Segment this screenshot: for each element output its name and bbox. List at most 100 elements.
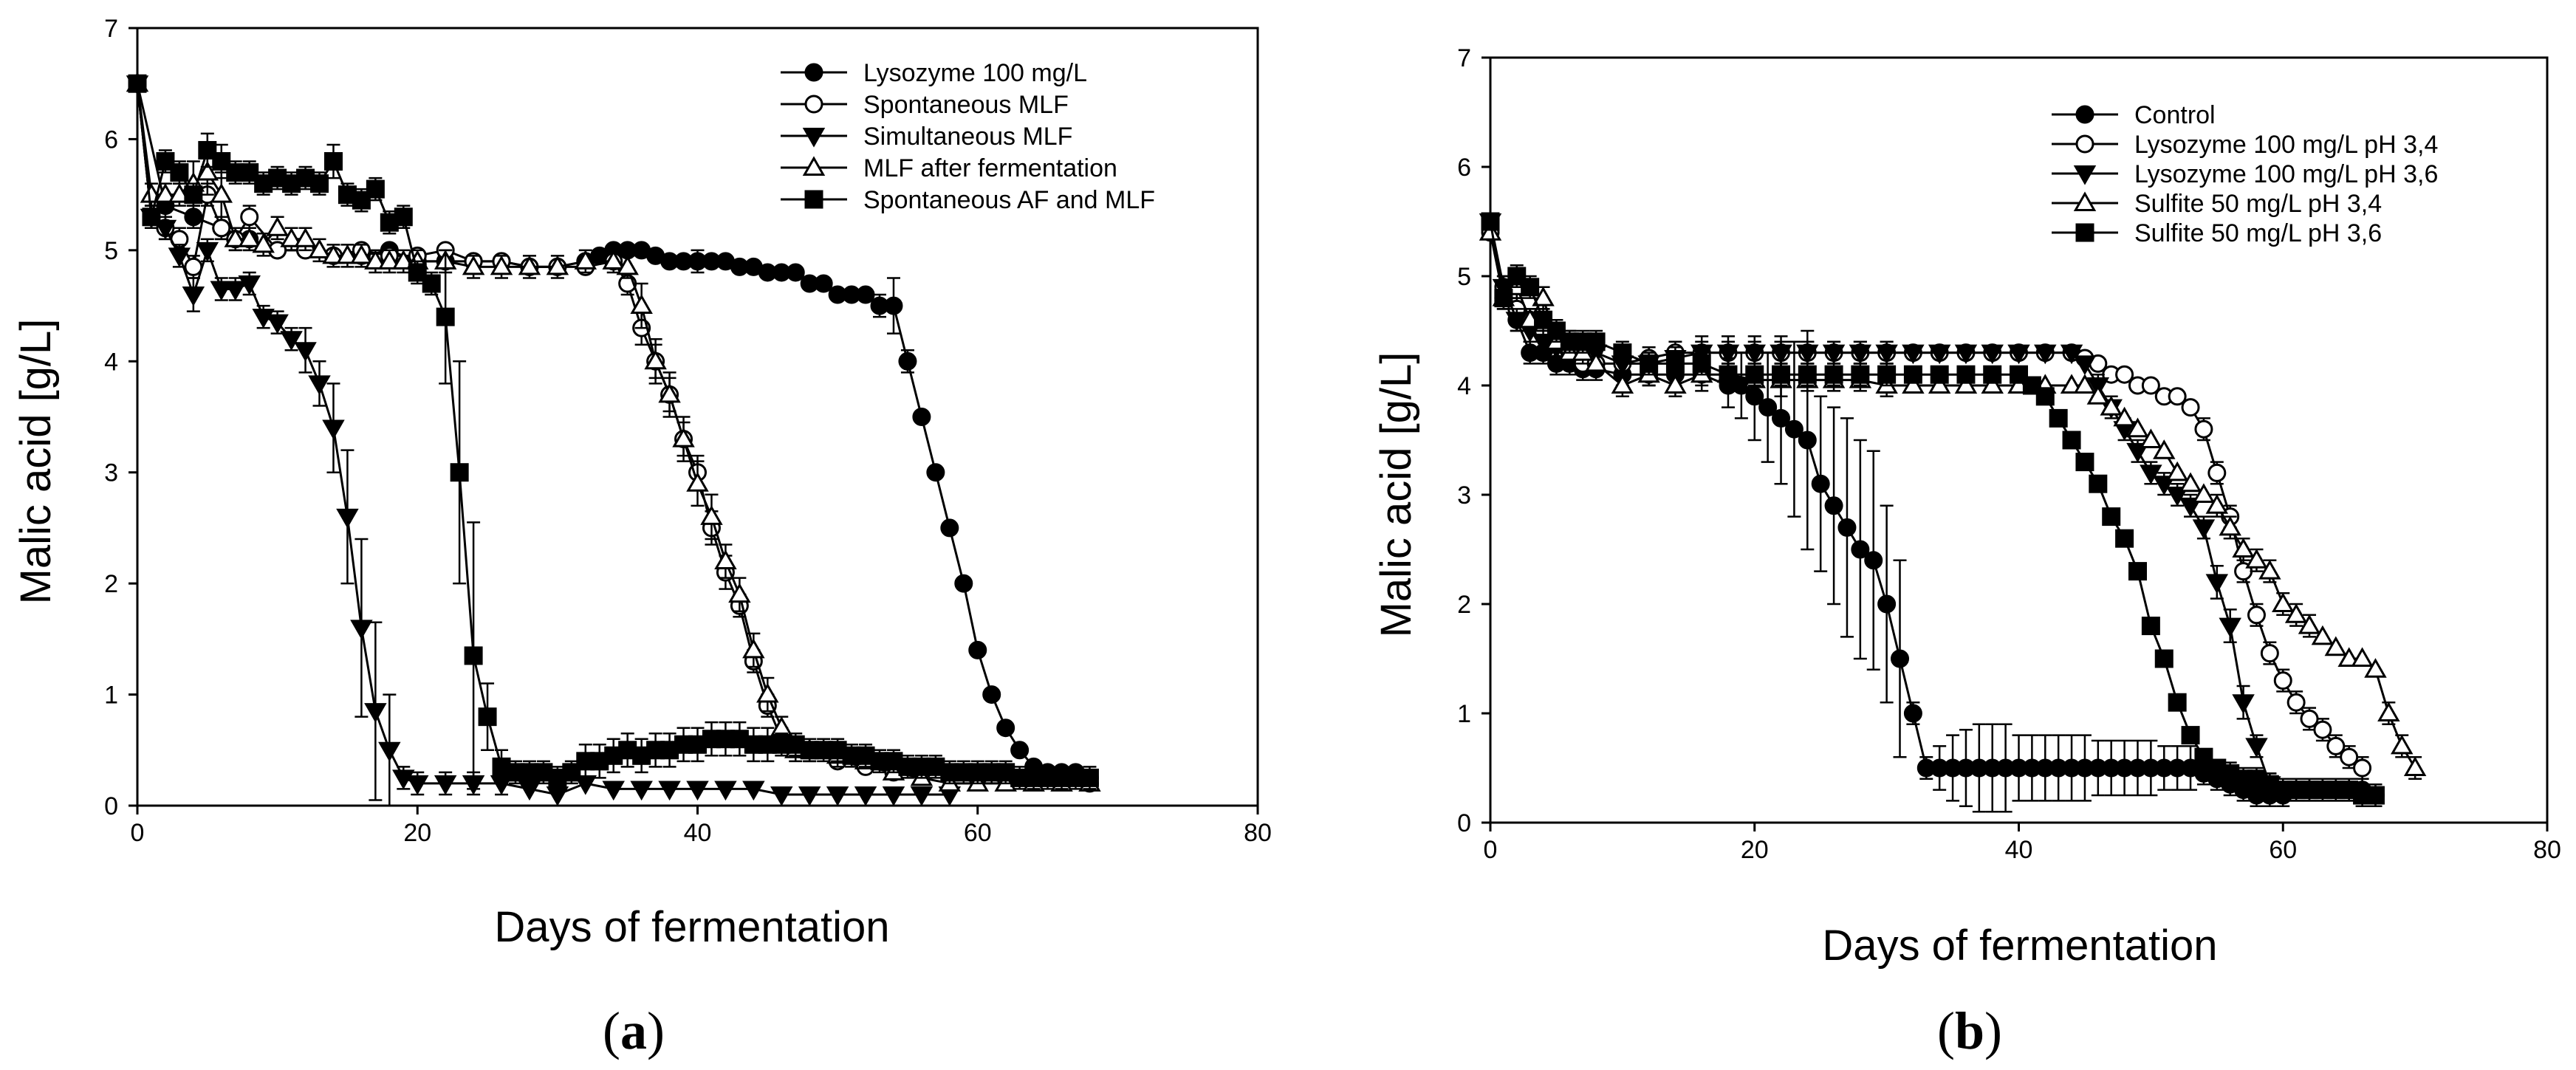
data-point <box>728 583 751 603</box>
x-tick-label: 40 <box>684 819 712 847</box>
data-point <box>910 786 934 806</box>
data-point <box>2232 694 2255 714</box>
data-point <box>450 463 469 482</box>
data-point <box>1824 496 1843 515</box>
data-point <box>2391 734 2414 755</box>
data-point <box>128 74 147 93</box>
legend-marker <box>804 63 823 82</box>
series-simultaneous-mlf <box>126 75 962 807</box>
legend-label: Spontaneous AF and MLF <box>863 186 1155 214</box>
data-point <box>1981 344 2004 365</box>
x-tick-label: 60 <box>2269 836 2297 864</box>
data-point <box>394 208 413 227</box>
data-point <box>434 775 457 795</box>
data-point <box>1928 374 1951 394</box>
data-point <box>2286 693 2306 712</box>
data-point <box>1479 221 1502 241</box>
data-point <box>308 239 331 258</box>
data-point <box>2313 720 2332 739</box>
data-point <box>2140 428 2162 448</box>
data-point <box>1770 344 1792 365</box>
data-point <box>1664 374 1687 394</box>
data-point <box>1956 365 1976 384</box>
data-point <box>184 208 203 227</box>
x-tick-label: 0 <box>1484 836 1498 864</box>
legend-entry: Control <box>2052 101 2216 129</box>
legend-entry: Lysozyme 100 mg/L pH 3,6 <box>2052 160 2438 188</box>
legend-marker <box>804 190 823 209</box>
legend-marker <box>2075 134 2094 154</box>
data-point <box>2128 562 2147 581</box>
legend-entry: Sulfite 50 mg/L pH 3,4 <box>2052 190 2382 218</box>
data-point <box>574 250 597 270</box>
data-point <box>2232 538 2255 558</box>
data-point <box>1692 354 1711 373</box>
data-point <box>1930 365 1949 384</box>
x-tick-label: 80 <box>2533 836 2561 864</box>
legend-marker <box>2075 223 2094 242</box>
data-point <box>266 216 289 236</box>
data-point <box>184 257 203 276</box>
data-point <box>322 419 345 440</box>
data-point <box>1954 344 1978 365</box>
data-point <box>210 182 233 203</box>
data-point <box>1521 278 1540 297</box>
data-point <box>1494 289 1513 308</box>
data-point <box>2205 494 2229 514</box>
data-point <box>2113 406 2136 427</box>
data-point <box>1798 431 1817 450</box>
data-point <box>336 244 359 264</box>
legend-label: Sulfite 50 mg/L pH 3,6 <box>2134 219 2382 247</box>
data-point <box>2219 617 2241 638</box>
data-point <box>350 620 373 639</box>
panel-label: (a) <box>603 1001 665 1060</box>
data-point <box>616 255 639 275</box>
data-point <box>1983 365 2002 384</box>
legend-entry: Sulfite 50 mg/L pH 3,6 <box>2052 219 2382 247</box>
data-point <box>436 307 455 326</box>
data-point <box>882 786 905 806</box>
legend-entry: Spontaneous AF and MLF <box>781 186 1155 214</box>
data-point <box>1784 419 1803 439</box>
data-point <box>266 314 289 335</box>
data-point <box>742 781 765 801</box>
data-point <box>352 191 371 210</box>
data-point <box>518 255 541 275</box>
data-point <box>1758 398 1778 417</box>
data-point <box>1481 212 1500 231</box>
data-point <box>1505 312 1529 332</box>
x-axis-label: Days of fermentation <box>1822 922 2217 970</box>
x-tick-label: 60 <box>964 819 992 847</box>
data-point <box>170 163 189 182</box>
data-point <box>814 274 833 293</box>
data-point <box>630 294 653 315</box>
data-point <box>1532 286 1555 306</box>
data-point <box>310 174 329 193</box>
legend-label: Lysozyme 100 mg/L <box>863 59 1087 87</box>
legend-label: Lysozyme 100 mg/L pH 3,6 <box>2134 160 2438 188</box>
data-point <box>323 152 343 171</box>
data-point <box>2311 625 2334 645</box>
data-point <box>294 342 317 362</box>
data-point <box>714 549 737 570</box>
data-point <box>2260 644 2279 663</box>
data-point <box>2126 417 2149 438</box>
data-point <box>2141 617 2160 636</box>
data-point <box>602 250 625 270</box>
data-point <box>196 160 219 181</box>
data-point <box>714 781 737 801</box>
data-point <box>1824 365 1843 384</box>
data-point <box>2181 726 2200 745</box>
data-point <box>182 287 205 306</box>
data-point <box>478 707 497 727</box>
data-point <box>392 769 415 790</box>
data-point <box>686 472 709 492</box>
data-point <box>2073 374 2097 394</box>
data-point <box>2165 461 2189 481</box>
data-point <box>184 185 203 205</box>
legend-marker <box>2073 165 2097 185</box>
legend-entry: Lysozyme 100 mg/L pH 3,4 <box>2052 131 2438 159</box>
data-point <box>1902 374 1925 394</box>
data-point <box>1875 344 1898 365</box>
